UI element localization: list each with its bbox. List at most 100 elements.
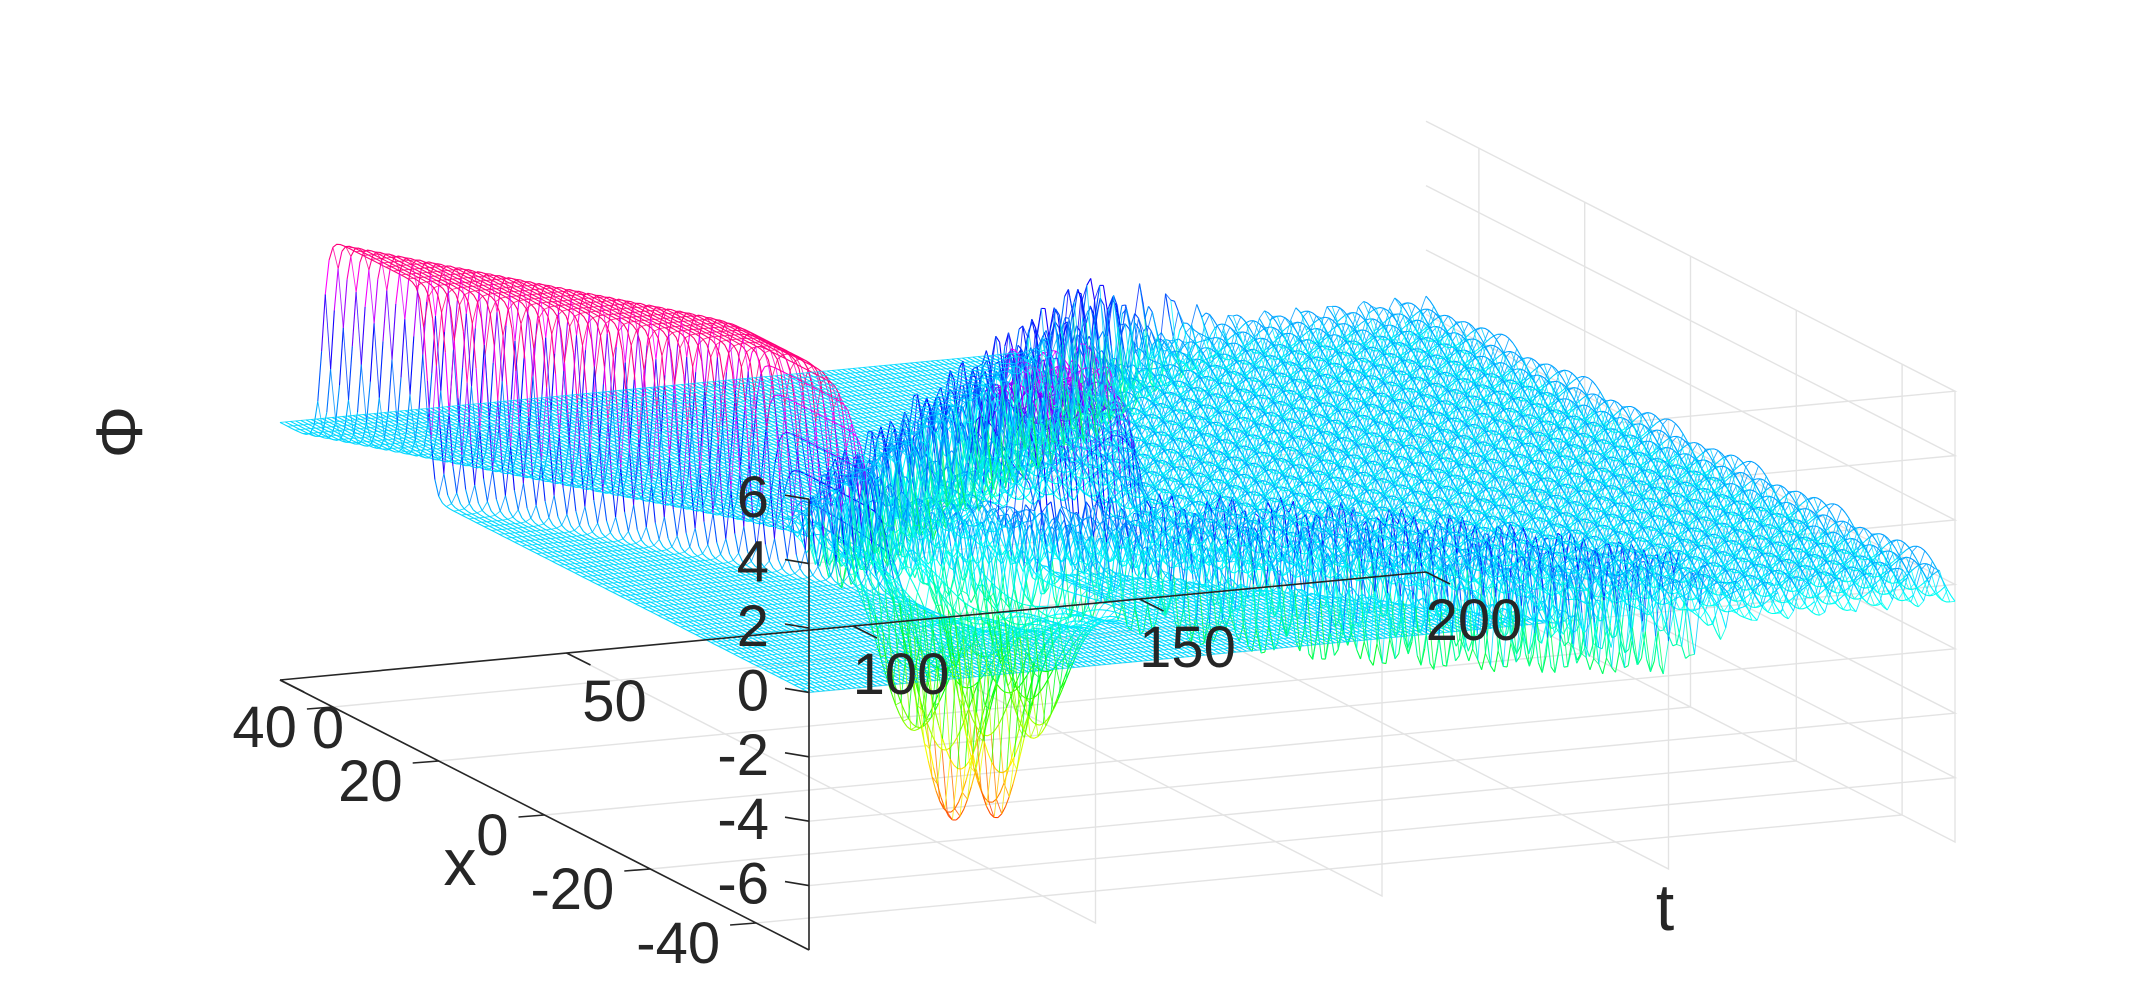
mesh-line-t [1642, 436, 1646, 440]
mesh-line-t [1559, 373, 1563, 379]
mesh-line-t [1690, 443, 1694, 444]
mesh-line-t [1808, 518, 1812, 521]
mesh-line-t [1876, 597, 1880, 603]
mesh-line-t [1827, 504, 1831, 505]
mesh-line-t [1487, 338, 1491, 341]
mesh-line-t [1911, 602, 1915, 605]
mesh-line-t [1931, 587, 1935, 593]
mesh-line-t [1679, 428, 1683, 434]
mesh-line-t [1513, 343, 1517, 349]
mesh-line-t [1838, 597, 1842, 600]
mesh-line-t [1312, 313, 1316, 316]
mesh-line-t [1327, 307, 1331, 312]
mesh-line-t [1569, 390, 1573, 396]
mesh-line-t [1283, 328, 1287, 332]
mesh-line-t [1947, 590, 1951, 596]
mesh-line-t [1781, 613, 1785, 617]
mesh-line-t [1661, 431, 1665, 433]
mesh-line-t [1823, 602, 1827, 604]
mesh-line-t [1921, 548, 1925, 551]
mesh-line-t [1759, 466, 1763, 471]
mesh-line-t [1570, 381, 1574, 384]
mesh-line-t [1714, 449, 1718, 451]
mesh-line-t [1929, 555, 1933, 561]
mesh-line-t [1818, 498, 1822, 500]
mesh-line-t [1337, 318, 1341, 321]
mesh-line-t [1672, 421, 1676, 424]
mesh-line-t [1838, 505, 1842, 508]
mesh-line-t [1589, 378, 1593, 381]
mesh-line-t [1808, 521, 1812, 525]
mesh-line-t [1577, 377, 1581, 379]
mesh-line-t [1785, 488, 1789, 492]
mesh-line-t [1877, 579, 1881, 583]
mesh-line-t [1496, 340, 1500, 346]
mesh-line-t [1836, 603, 1840, 607]
mesh-line-t [1426, 296, 1430, 301]
mesh-line-t [1860, 527, 1864, 528]
mesh-line-t [1548, 364, 1552, 365]
mesh-line-t [1719, 458, 1723, 461]
mesh-line-t [1494, 334, 1498, 336]
mesh-line-t [1470, 331, 1474, 334]
mesh-line-t [1430, 301, 1434, 307]
mesh-line-t [1301, 311, 1305, 312]
mesh-line-t [1281, 316, 1285, 318]
mesh-line-t [1496, 356, 1500, 359]
mesh-line-t [1509, 339, 1513, 343]
mesh-line-t [1811, 602, 1815, 605]
mesh-line-t [1502, 334, 1506, 335]
mesh-line-t [1559, 393, 1563, 396]
mesh-line-t [1653, 423, 1657, 426]
mesh-line-t [1847, 610, 1851, 611]
mesh-line-t [1925, 551, 1929, 556]
mesh-line-t [1812, 612, 1816, 614]
mesh-line-t [1725, 458, 1729, 464]
mesh-line-t [1834, 504, 1838, 505]
mesh-line-t [1528, 358, 1532, 359]
mesh-line-t [1892, 543, 1896, 549]
mesh-line-t [1920, 595, 1924, 601]
mesh-line-t [1902, 600, 1906, 601]
mesh-line-t [1376, 308, 1380, 309]
mesh-line-t [1675, 424, 1679, 428]
mesh-line-t [1663, 424, 1667, 430]
mesh-line-t [1937, 590, 1941, 593]
mesh-line-t [1636, 416, 1640, 419]
mesh-line-t [1891, 563, 1895, 566]
mesh-line-t [1745, 483, 1749, 486]
mesh-line-t [1341, 315, 1345, 318]
mesh-line-t [1909, 573, 1913, 580]
mesh-line-t [1822, 589, 1826, 592]
mesh-line-t [1652, 433, 1656, 439]
mesh-line-t [1596, 386, 1600, 392]
mesh-line-t [1821, 606, 1825, 612]
mesh-line-t [1941, 587, 1945, 591]
mesh-line-t [1607, 400, 1611, 401]
mesh-line-t [1402, 326, 1406, 330]
mesh-line-t [1917, 546, 1921, 548]
mesh-line-t [1734, 456, 1738, 458]
mesh-line-t [1773, 485, 1777, 486]
mesh-line-t [1441, 315, 1445, 316]
mesh-line-t [1807, 605, 1811, 608]
mesh-line-t [1809, 500, 1813, 506]
mesh-line-t [1880, 534, 1884, 535]
mesh-line-t [1444, 315, 1448, 316]
mesh-line-t [1725, 478, 1729, 482]
mesh-line-t [1746, 467, 1750, 473]
mesh-line-t [1803, 607, 1807, 608]
mesh-line-t [1819, 508, 1823, 511]
mesh-line-t [1912, 552, 1916, 558]
mesh-line-t [1802, 500, 1806, 503]
mesh-line-t [1579, 398, 1583, 401]
surface-mesh [280, 244, 1955, 820]
mesh-line-t [1777, 485, 1781, 486]
mesh-line-t [1641, 433, 1645, 436]
mesh-line-t [1768, 612, 1772, 613]
mesh-line-t [1886, 543, 1890, 546]
mesh-line-t [1898, 600, 1902, 601]
mesh-line-t [1910, 558, 1914, 560]
mesh-line-t [1736, 466, 1740, 469]
